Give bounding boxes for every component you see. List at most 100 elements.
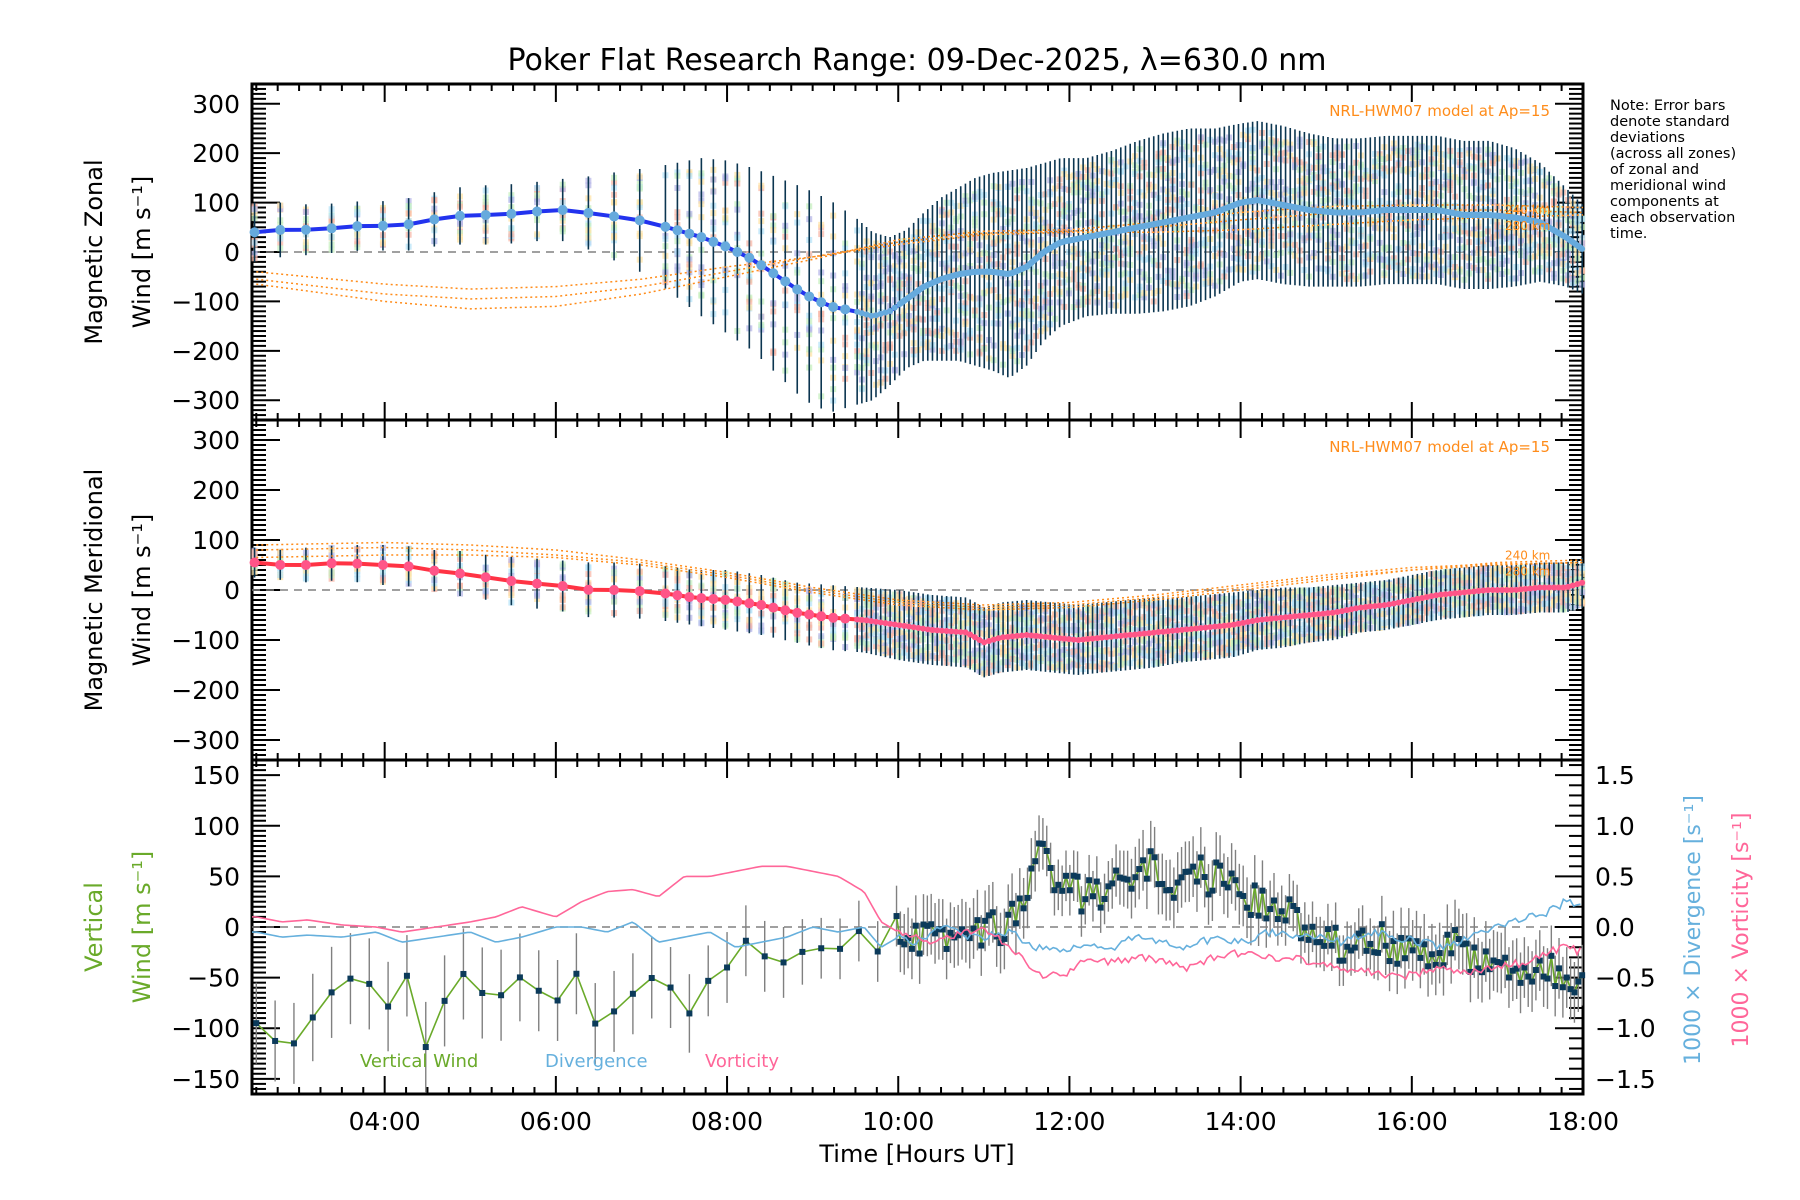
mean-wind-marker (1296, 205, 1303, 212)
mean-wind-marker (938, 275, 945, 282)
mean-wind-marker (660, 221, 671, 232)
y-tick-label: 100 (192, 526, 240, 555)
mean-wind-marker (1447, 209, 1454, 216)
mean-wind-marker (1066, 237, 1073, 244)
mean-wind-marker (1221, 205, 1228, 212)
mean-wind-marker (1555, 229, 1562, 236)
model-alt-label: 240 km (1505, 203, 1550, 217)
y-tick-label: −200 (171, 337, 240, 366)
mean-wind-marker (1565, 235, 1572, 242)
mean-wind-marker (1517, 215, 1524, 222)
mean-wind-marker (1131, 224, 1138, 231)
mean-wind-marker (1075, 235, 1082, 242)
y-tick-label: 200 (192, 139, 240, 168)
mean-wind-marker (1513, 214, 1520, 221)
mean-wind-marker (780, 276, 791, 287)
note-line: denote standard (1610, 114, 1730, 130)
mean-wind-marker (696, 232, 707, 243)
mean-wind-marker (1419, 207, 1426, 213)
y-tick-label: 200 (192, 476, 240, 505)
mean-wind-marker (896, 301, 903, 308)
mean-wind-marker (1268, 199, 1275, 206)
mean-wind-marker (326, 223, 337, 234)
mean-wind-marker (1023, 263, 1030, 270)
mean-wind-marker (634, 215, 645, 226)
mean-wind-marker (732, 247, 743, 257)
mean-wind-marker (1466, 211, 1473, 218)
mean-wind-marker (1150, 221, 1157, 228)
mean-wind-marker (1094, 232, 1101, 239)
y-tick-label: 0 (224, 238, 240, 267)
mean-wind-marker (1061, 238, 1068, 245)
y-tick-label: 0 (224, 576, 240, 605)
mean-wind-marker (1357, 209, 1364, 216)
mean-wind-marker (720, 241, 731, 252)
mean-wind-marker (1532, 218, 1539, 225)
mean-wind-marker (882, 309, 889, 316)
mean-wind-marker (1320, 208, 1327, 215)
mean-wind-marker (1376, 207, 1383, 214)
y-tick-label: −100 (171, 287, 240, 316)
mean-wind-marker (1503, 213, 1510, 220)
mean-wind-marker (1522, 216, 1529, 223)
mean-wind-marker (1409, 207, 1416, 213)
mean-wind-marker (840, 304, 851, 315)
mean-wind-marker (1282, 202, 1289, 209)
mean-wind-marker (1000, 270, 1007, 277)
mean-wind-marker (1216, 207, 1223, 214)
mean-wind-marker (1301, 206, 1308, 213)
mean-wind-marker (1348, 209, 1355, 216)
mean-wind-marker (557, 205, 568, 215)
mean-wind-marker (985, 268, 992, 275)
mean-wind-marker (1197, 212, 1204, 219)
mean-wind-marker (1146, 222, 1153, 229)
mean-wind-marker (684, 228, 695, 239)
mean-wind-marker (1259, 197, 1266, 204)
mean-wind-marker (1263, 198, 1270, 205)
mean-wind-marker (1291, 204, 1298, 211)
mean-wind-marker (1051, 242, 1058, 249)
mean-wind-marker (1136, 223, 1143, 230)
mean-wind-marker (1400, 207, 1407, 213)
mean-wind-marker (863, 311, 870, 318)
mean-wind-marker (948, 273, 955, 280)
mean-wind-marker (1362, 208, 1369, 215)
mean-wind-marker (1122, 226, 1129, 233)
mean-wind-marker (1169, 217, 1176, 224)
mean-wind-marker (1080, 234, 1087, 241)
mean-wind-marker (804, 291, 815, 302)
mean-wind-marker (1004, 270, 1011, 277)
mean-wind-marker (1098, 231, 1105, 238)
mean-wind-marker (1178, 215, 1185, 222)
mean-wind-marker (1310, 207, 1317, 214)
mean-wind-marker (1414, 207, 1421, 213)
mean-wind-marker (377, 220, 388, 231)
mean-wind-marker (1254, 197, 1261, 204)
mean-wind-marker (1442, 208, 1449, 215)
y-tick-label: 300 (192, 90, 240, 119)
mean-wind-marker (480, 209, 491, 220)
y-tick-label: −200 (171, 676, 240, 705)
mean-wind-marker (1141, 223, 1148, 230)
mean-wind-marker (1287, 203, 1294, 210)
mean-wind-marker (990, 268, 997, 275)
mean-wind-marker (1423, 207, 1430, 213)
mean-wind-marker (249, 227, 260, 238)
mean-wind-marker (1569, 239, 1576, 246)
mean-wind-marker (1324, 208, 1331, 215)
note-line: each observation (1610, 210, 1735, 226)
mean-wind-marker (352, 221, 363, 232)
mean-wind-marker (1541, 221, 1548, 228)
mean-wind-marker (1047, 245, 1054, 252)
mean-wind-marker (1550, 227, 1557, 234)
mean-wind-marker (1339, 209, 1346, 216)
mean-wind-marker (1117, 227, 1124, 234)
mean-wind-marker (1334, 209, 1341, 216)
mean-wind-marker (1475, 211, 1482, 218)
mean-wind-marker (1235, 200, 1242, 207)
mean-wind-marker (532, 206, 543, 217)
note-line: components at (1610, 194, 1719, 210)
mean-wind-marker (1155, 220, 1162, 227)
